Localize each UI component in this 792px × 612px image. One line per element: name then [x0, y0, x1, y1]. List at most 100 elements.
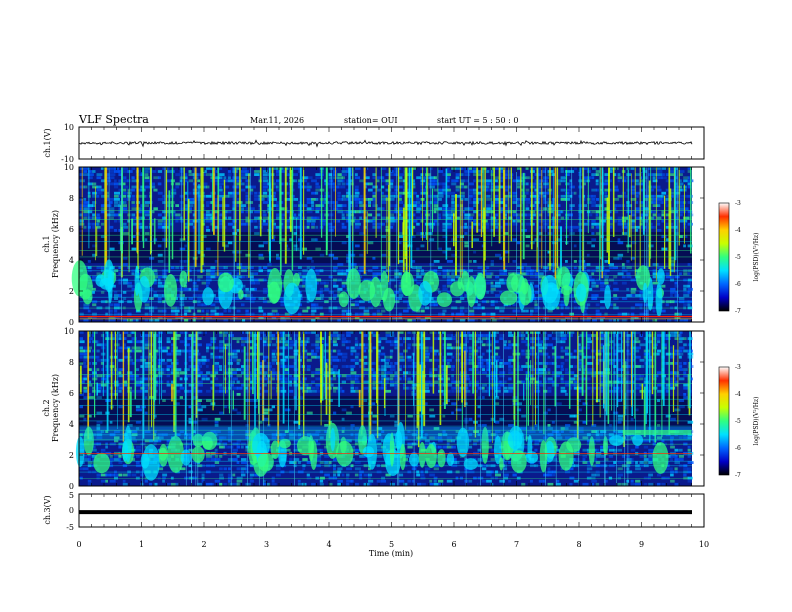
spectrogram-cell: [350, 263, 357, 266]
spectrogram-cell: [538, 182, 542, 186]
spectrogram-cell: [223, 210, 228, 214]
spectrogram-cell: [245, 182, 250, 186]
spectrogram-cell: [109, 225, 114, 229]
spectrogram-cell: [170, 346, 174, 350]
spectrogram-cell: [635, 216, 641, 220]
spectrogram-cell: [595, 210, 601, 214]
spectrogram-cell: [122, 222, 127, 226]
spectrogram-cell: [486, 213, 490, 217]
spectrogram-cell: [166, 482, 171, 486]
spectrogram-cell: [442, 191, 447, 195]
spectrogram-cell: [459, 198, 464, 201]
spectrogram-cell: [381, 176, 385, 180]
spectrogram-cell: [591, 232, 595, 235]
spectrogram-cell: [591, 167, 597, 170]
spectrogram-cell: [328, 399, 333, 402]
spectrogram-cell: [337, 185, 342, 189]
spectrogram-cell: [87, 396, 94, 399]
spectrogram-cell: [670, 167, 675, 170]
spectrogram-cell: [87, 461, 93, 464]
spectrogram-cell: [96, 216, 101, 220]
spectrogram-cell: [227, 445, 234, 449]
spectrogram-cell: [657, 216, 662, 220]
spectrogram-cell: [442, 272, 447, 276]
spectrogram-cell: [175, 349, 181, 353]
spectrogram-cell: [311, 352, 318, 356]
spectrogram-cell: [306, 207, 312, 211]
spectrogram-cell: [157, 213, 162, 217]
spectrogram-cell: [429, 380, 434, 384]
spectrogram-cell: [289, 337, 292, 340]
spectrogram-cell: [122, 191, 127, 195]
spectrogram-cell: [394, 383, 399, 387]
spectrogram-cell: [210, 340, 216, 344]
spectrogram-cell: [608, 225, 613, 229]
spectrogram-cell: [162, 399, 166, 402]
spectrogram-cell: [140, 225, 144, 229]
spectrogram-cell: [560, 176, 567, 180]
spectrogram-cell: [613, 266, 618, 269]
spectrogram-cell: [144, 179, 151, 183]
spectrogram-cell: [495, 284, 501, 288]
spectrogram-cell: [429, 297, 434, 300]
spectrogram-cell: [135, 389, 142, 393]
spectrogram-cell: [451, 182, 457, 186]
spectrogram-cell: [438, 445, 442, 449]
spectrogram-cell: [206, 349, 209, 353]
spectrogram-cell: [341, 173, 348, 176]
spectrogram-cell: [236, 374, 242, 378]
spectrogram-cell: [157, 436, 164, 440]
spectrogram-cell: [416, 482, 421, 486]
spectrogram-cell: [170, 371, 174, 375]
spectrogram-cell: [508, 210, 513, 214]
spectrogram-cell: [271, 358, 278, 362]
spectrogram-cell: [192, 430, 196, 433]
spectrogram-cell: [170, 191, 177, 195]
spectrogram-cell: [486, 198, 492, 201]
spectrogram-cell: [131, 439, 137, 443]
spectrogram-cell: [407, 479, 412, 483]
spectrogram-cell: [442, 173, 448, 176]
spectrogram-cell: [639, 179, 646, 183]
spectrogram-cell: [170, 352, 174, 356]
emission-blob: [134, 265, 140, 296]
spectrogram-cell: [118, 349, 124, 353]
spectrogram-cell: [311, 380, 315, 384]
spectrogram-cell: [262, 219, 266, 223]
spectrogram-cell: [118, 179, 122, 183]
spectrogram-cell: [214, 458, 221, 461]
spectrogram-cell: [262, 377, 269, 381]
spectrogram-cell: [683, 188, 687, 192]
spectrogram-cell: [354, 222, 361, 226]
spectrogram-cell: [525, 213, 530, 217]
spectrogram-cell: [131, 272, 135, 276]
spectrogram-cell: [424, 346, 429, 350]
spectrogram-cell: [166, 383, 171, 387]
spectrogram-cell: [153, 318, 160, 322]
spectrogram-cell: [210, 380, 214, 384]
spectrogram-cell: [192, 396, 198, 399]
spectrogram-cell: [206, 247, 211, 251]
spectrogram-cell: [157, 439, 162, 443]
spectrogram-cell: [359, 266, 365, 269]
spectrogram-cell: [372, 275, 378, 279]
spectrogram-cell: [621, 216, 628, 220]
spectrogram-cell: [245, 358, 252, 362]
spectrogram-cell: [674, 318, 678, 322]
spectrogram-cell: [135, 448, 142, 452]
spectrogram-cell: [503, 188, 509, 192]
spectrogram-cell: [648, 188, 655, 192]
spectrogram-cell: [109, 247, 115, 251]
spectrogram-cell: [341, 334, 345, 337]
spectrogram-cell: [635, 194, 639, 198]
spectrogram-cell: [407, 318, 413, 322]
spectrogram-cell: [162, 210, 167, 214]
spectrogram-cell: [354, 210, 361, 214]
spectrogram-cell: [333, 256, 339, 260]
spectrogram-cell: [617, 219, 622, 223]
spectrogram-cell: [262, 176, 268, 180]
spectrogram-cell: [446, 272, 450, 276]
spectrogram-cell: [394, 204, 398, 207]
spectrogram-cell: [538, 188, 543, 192]
spectrogram-cell: [333, 349, 337, 353]
